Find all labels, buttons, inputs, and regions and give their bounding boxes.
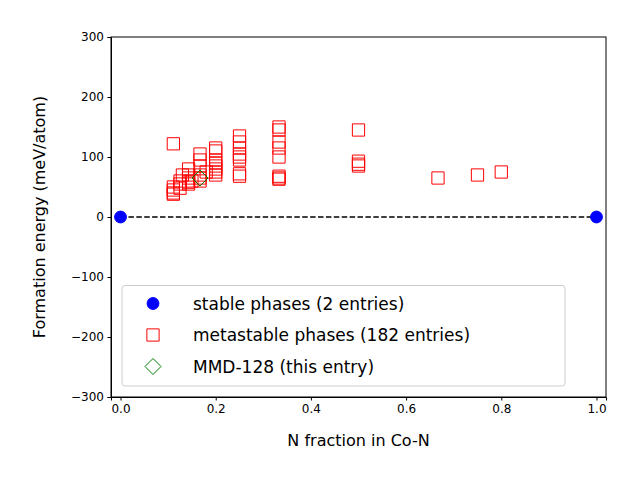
point — [210, 142, 222, 154]
series — [115, 211, 603, 223]
chart: 0.0 0.2 0.4 0.6 0.8 1.0 −300 −200 −100 0 100 200 300… — [0, 0, 640, 480]
y-tick-label: −200 — [71, 330, 104, 344]
legend-box — [122, 286, 565, 387]
y-tick: 0 — [96, 210, 111, 224]
x-axis-line — [112, 398, 607, 401]
x-tick-label: 0.2 — [207, 402, 226, 416]
point — [352, 160, 364, 172]
point — [210, 169, 222, 181]
x-tick-mark — [406, 397, 407, 401]
x-tick: 0.0 — [111, 397, 130, 416]
x-tick-mark — [121, 397, 122, 401]
point — [115, 211, 127, 223]
y-tick-mark — [108, 397, 112, 398]
plot-background — [111, 37, 606, 397]
x-tick-label: 0.0 — [111, 402, 130, 416]
legend: stable phases (2 entries) metastable phas… — [122, 286, 565, 387]
point — [471, 169, 483, 181]
y-axis: −300 −200 −100 0 100 200 300 — [71, 30, 111, 404]
x-tick: 0.2 — [207, 397, 226, 416]
series — [192, 170, 208, 186]
point — [167, 138, 179, 150]
y-tick: −300 — [71, 390, 111, 404]
x-tick-label: 0.6 — [397, 402, 416, 416]
y-tick-label: 100 — [81, 150, 104, 164]
x-tick-label: 0.4 — [302, 402, 321, 416]
x-tick: 0.4 — [302, 397, 321, 416]
point — [352, 155, 364, 167]
y-axis-title: Formation energy (meV/atom) — [30, 96, 49, 338]
x-tick-label: 0.8 — [492, 402, 511, 416]
x-axis: 0.0 0.2 0.4 0.6 0.8 1.0 — [111, 397, 606, 416]
y-tick-mark — [108, 217, 112, 218]
x-tick-mark — [216, 397, 217, 401]
x-tick: 0.6 — [397, 397, 416, 416]
y-tick: 100 — [81, 150, 111, 164]
plot-frame — [111, 37, 606, 397]
legend-marker — [147, 298, 159, 310]
point — [591, 211, 603, 223]
point — [273, 142, 285, 154]
point — [273, 172, 285, 184]
y-tick-mark — [108, 97, 112, 98]
point — [233, 151, 245, 163]
x-tick-mark — [596, 397, 597, 401]
y-tick-mark — [108, 157, 112, 158]
series — [167, 121, 507, 200]
y-tick-mark — [108, 277, 112, 278]
point — [495, 166, 507, 178]
legend-label: metastable phases (182 entries) — [193, 325, 470, 345]
marks — [115, 121, 603, 223]
y-tick-label: 200 — [81, 90, 104, 104]
point — [233, 168, 245, 180]
point — [192, 170, 208, 186]
x-tick: 0.8 — [492, 397, 511, 416]
y-tick: −100 — [71, 270, 111, 284]
point — [233, 170, 245, 182]
hull-line — [121, 216, 597, 218]
point — [273, 121, 285, 133]
point — [233, 154, 245, 166]
y-tick-mark — [108, 37, 112, 38]
x-tick-mark — [501, 397, 502, 401]
y-tick-mark — [108, 337, 112, 338]
y-tick-label: −300 — [71, 390, 104, 404]
x-tick-mark — [311, 397, 312, 401]
legend-marker — [147, 329, 159, 341]
point — [352, 124, 364, 136]
point — [210, 145, 222, 157]
point — [432, 172, 444, 184]
y-tick: −200 — [71, 330, 111, 344]
point — [273, 124, 285, 136]
y-tick-label: −100 — [71, 270, 104, 284]
x-axis-title: N fraction in Co-N — [287, 431, 429, 450]
point — [210, 166, 222, 178]
point — [167, 187, 179, 199]
y-tick-label: 300 — [81, 30, 104, 44]
legend-label: MMD-128 (this entry) — [193, 357, 374, 377]
point — [182, 178, 194, 190]
x-tick: 1.0 — [587, 397, 606, 416]
legend-label: stable phases (2 entries) — [193, 294, 404, 314]
x-tick-label: 1.0 — [587, 402, 606, 416]
y-tick-label: 0 — [96, 210, 104, 224]
point — [273, 151, 285, 163]
y-tick: 200 — [81, 90, 111, 104]
point — [273, 173, 285, 185]
y-tick: 300 — [81, 30, 111, 44]
legend-marker — [145, 359, 161, 375]
